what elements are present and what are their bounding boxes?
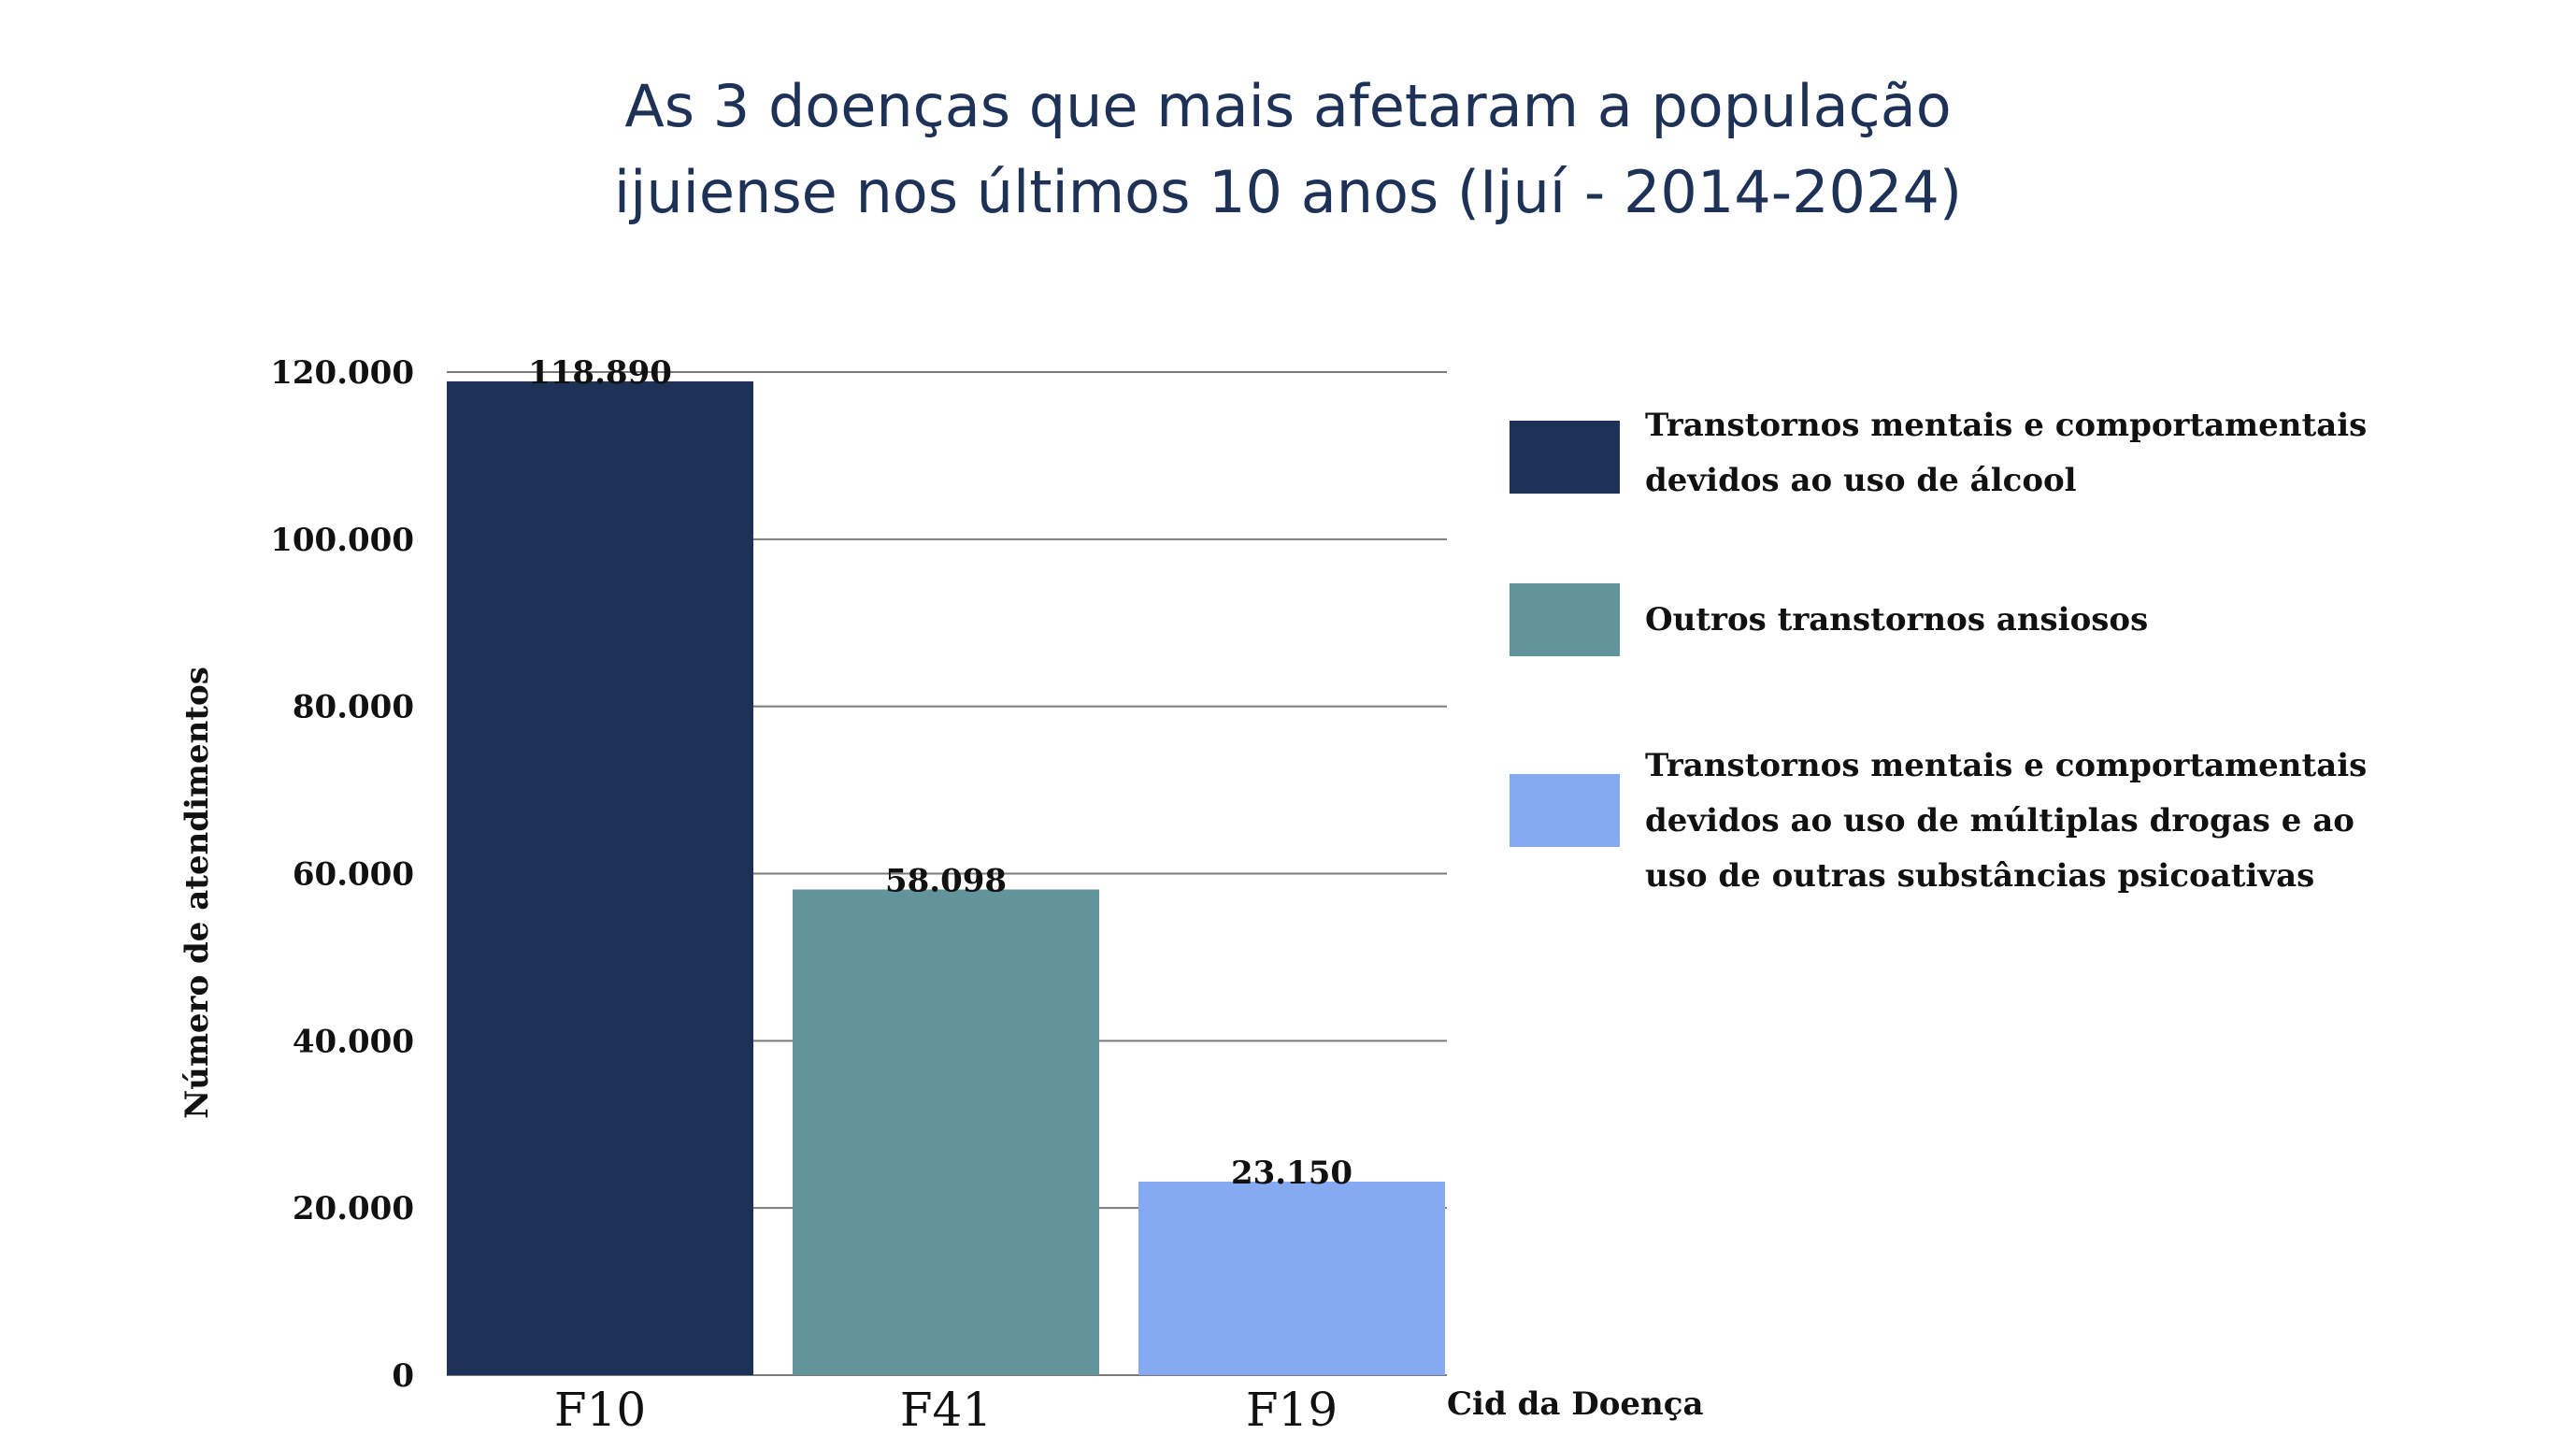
bars: 118.890 58.098 23.150 (447, 354, 1445, 1375)
y-axis-label: Número de atendimentos (179, 667, 216, 1119)
legend-label-line: Transtornos mentais e comportamentais (1645, 407, 2368, 444)
bar-value-label: 58.098 (885, 863, 1007, 900)
bar-value-label: 118.890 (528, 354, 672, 392)
y-tick-label: 120.000 (270, 354, 414, 392)
legend-swatch-ansiosos (1510, 583, 1620, 656)
x-tick-label: F41 (900, 1383, 992, 1437)
chart-title-line-1: As 3 doenças que mais afetaram a populaç… (624, 72, 1952, 140)
bar-f41 (793, 889, 1099, 1375)
y-tick-label: 20.000 (293, 1190, 414, 1227)
legend-swatch-multiplas-drogas (1510, 774, 1620, 847)
y-tick-label: 0 (392, 1357, 414, 1395)
y-axis-ticks: 0 20.000 40.000 60.000 80.000 100.000 120.000 (270, 354, 414, 1395)
bar-value-label: 23.150 (1231, 1155, 1352, 1192)
legend-label-line: Outros transtornos ansiosos (1645, 601, 2149, 638)
bar-f19 (1138, 1182, 1445, 1375)
x-tick-label: F19 (1246, 1383, 1338, 1437)
y-tick-label: 60.000 (293, 856, 414, 894)
legend-label-line: devidos ao uso de múltiplas drogas e ao (1645, 802, 2354, 839)
y-tick-label: 80.000 (293, 689, 414, 726)
legend-swatch-alcool (1510, 421, 1620, 494)
chart-title: As 3 doenças que mais afetaram a populaç… (0, 64, 2576, 236)
bar-f10 (447, 380, 753, 1375)
legend-label-line: uso de outras substâncias psicoativas (1645, 857, 2315, 895)
legend-label-line: devidos ao uso de álcool (1645, 462, 2077, 499)
chart-title-line-2: ijuiense nos últimos 10 anos (Ijuí - 201… (613, 158, 1963, 226)
y-tick-label: 40.000 (293, 1023, 414, 1060)
y-tick-label: 100.000 (270, 522, 414, 559)
x-tick-label: F10 (554, 1383, 646, 1437)
x-axis-label: Cid da Doença (1447, 1385, 1703, 1423)
x-axis-ticks: F10 F41 F19 (554, 1383, 1338, 1437)
legend-label-line: Transtornos mentais e comportamentais (1645, 747, 2368, 784)
